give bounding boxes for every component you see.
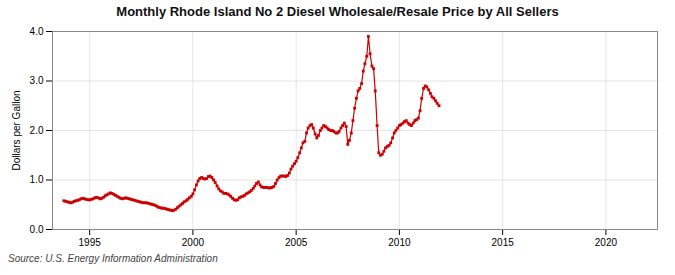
svg-text:1.0: 1.0: [30, 174, 44, 185]
svg-text:3.0: 3.0: [30, 75, 44, 86]
svg-text:2005: 2005: [285, 237, 308, 248]
svg-text:Dollars per Gallon: Dollars per Gallon: [11, 90, 22, 170]
svg-text:2015: 2015: [492, 237, 515, 248]
svg-text:2010: 2010: [388, 237, 411, 248]
html-text:Monthly Rhode Island No 2 Dies: Monthly Rhode Island No 2 Diesel Wholesa…: [116, 4, 559, 19]
html-text:Source: U.S. Energy Informatio: Source: U.S. Energy Information Administ…: [8, 253, 218, 264]
svg-text:2020: 2020: [595, 237, 618, 248]
svg-text:1995: 1995: [79, 237, 102, 248]
svg-text:2.0: 2.0: [30, 125, 44, 136]
svg-text:4.0: 4.0: [30, 26, 44, 37]
svg-text:0.0: 0.0: [30, 224, 44, 235]
svg-text:2000: 2000: [182, 237, 205, 248]
